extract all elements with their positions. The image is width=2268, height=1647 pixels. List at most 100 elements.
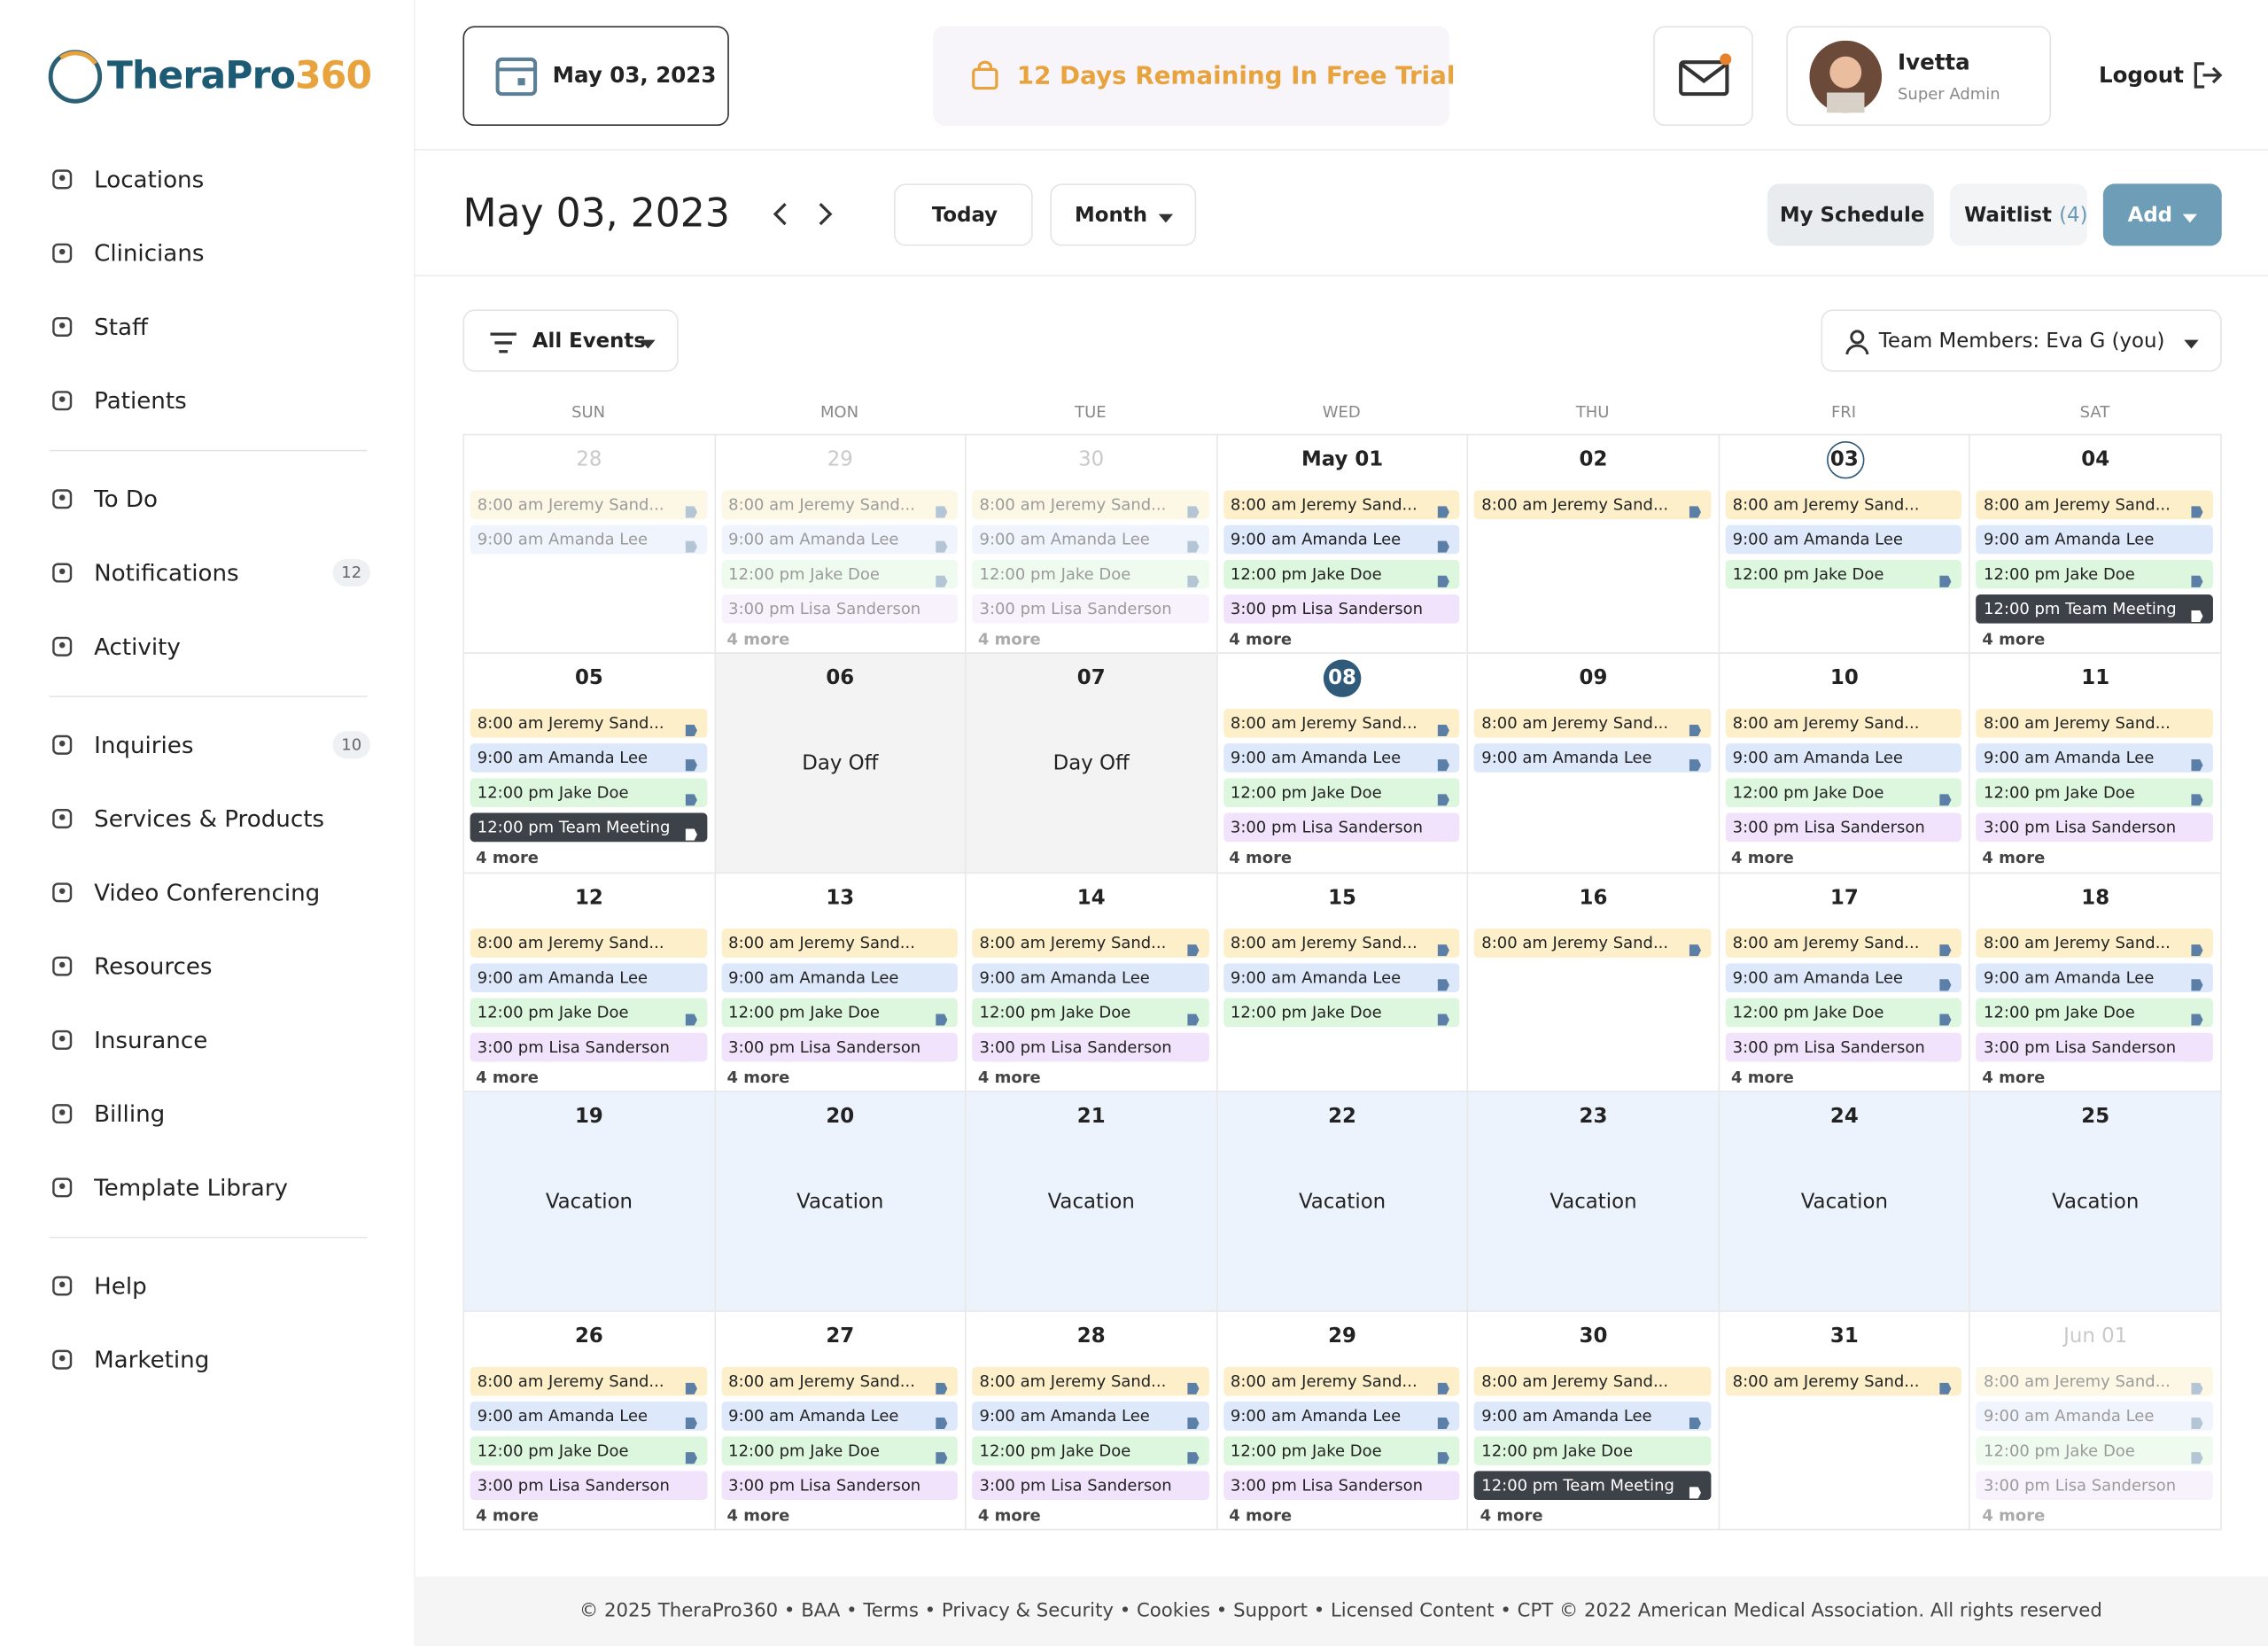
event[interactable]: 8:00 am Jeremy Sand... (1223, 1366, 1460, 1395)
day-cell[interactable]: 29 8:00 am Jeremy Sand... 9:00 am Amanda L… (713, 433, 967, 655)
nav-item[interactable]: Resources (41, 943, 377, 989)
event[interactable]: 8:00 am Jeremy Sand... (1725, 1366, 1962, 1395)
day-cell[interactable]: 31 8:00 am Jeremy Sand... (1718, 1309, 1971, 1531)
day-cell[interactable]: 11 8:00 am Jeremy Sand... 9:00 am Amanda L… (1969, 652, 2222, 874)
event[interactable]: 12:00 pm Jake Doe (1223, 998, 1460, 1027)
day-cell[interactable]: 06 Day Off (713, 652, 967, 874)
nav-item[interactable]: Template Library (41, 1164, 377, 1210)
event[interactable]: 8:00 am Jeremy Sand... (470, 709, 707, 739)
nav-item[interactable]: Staff (41, 304, 377, 350)
day-cell[interactable]: 21 Vacation (965, 1091, 1218, 1312)
event[interactable]: 9:00 am Amanda Lee (972, 963, 1209, 992)
event[interactable]: 3:00 pm Lisa Sanderson (470, 1032, 707, 1062)
team-select[interactable]: Team Members: Eva G (you) (1821, 309, 2222, 372)
event[interactable]: 12:00 pm Jake Doe (1976, 998, 2213, 1027)
date-picker[interactable]: May 03, 2023 (462, 26, 729, 127)
event[interactable]: 3:00 pm Lisa Sanderson (1725, 1032, 1962, 1062)
event[interactable]: 8:00 am Jeremy Sand... (972, 1366, 1209, 1395)
event[interactable]: 8:00 am Jeremy Sand... (1976, 928, 2213, 958)
event[interactable]: 12:00 pm Jake Doe (470, 998, 707, 1027)
event[interactable]: 9:00 am Amanda Lee (1223, 743, 1460, 773)
event[interactable]: 8:00 am Jeremy Sand... (1223, 490, 1460, 520)
day-cell[interactable]: 18 8:00 am Jeremy Sand... 9:00 am Amanda L… (1969, 872, 2222, 1092)
event[interactable]: 9:00 am Amanda Lee (1223, 963, 1460, 992)
more-link[interactable]: 4 more (1982, 1505, 2046, 1525)
day-cell[interactable]: 28 8:00 am Jeremy Sand... 9:00 am Amanda L… (462, 433, 716, 655)
nav-item[interactable]: Video Conferencing (41, 869, 377, 915)
more-link[interactable]: 4 more (977, 1505, 1041, 1525)
day-cell[interactable]: 30 8:00 am Jeremy Sand... 9:00 am Amanda L… (965, 433, 1218, 655)
prev-button[interactable] (766, 199, 796, 229)
event[interactable]: 8:00 am Jeremy Sand... (1725, 928, 1962, 958)
event[interactable]: 12:00 pm Team Meeting (1474, 1470, 1712, 1500)
event[interactable]: 12:00 pm Jake Doe (1976, 1435, 2213, 1465)
nav-item[interactable]: Insurance (41, 1017, 377, 1063)
more-link[interactable]: 4 more (476, 1068, 539, 1087)
more-link[interactable]: 4 more (1982, 849, 2046, 868)
event[interactable]: 8:00 am Jeremy Sand... (1474, 490, 1712, 520)
day-cell[interactable]: 07 Day Off (965, 652, 1218, 874)
event[interactable]: 9:00 am Amanda Lee (972, 524, 1209, 555)
event[interactable]: 9:00 am Amanda Lee (470, 743, 707, 773)
day-cell[interactable]: 30 8:00 am Jeremy Sand... 9:00 am Amanda L… (1466, 1309, 1720, 1531)
nav-item[interactable]: To Do (41, 476, 377, 522)
nav-item[interactable]: Activity (41, 624, 377, 670)
event[interactable]: 12:00 pm Team Meeting (1976, 594, 2213, 624)
next-button[interactable] (810, 199, 839, 229)
nav-item[interactable]: Notifications 12 (41, 549, 377, 595)
day-cell[interactable]: 22 Vacation (1216, 1091, 1469, 1312)
more-link[interactable]: 4 more (977, 1068, 1041, 1087)
day-cell[interactable]: 24 Vacation (1718, 1091, 1971, 1312)
day-cell[interactable]: 16 8:00 am Jeremy Sand... (1466, 872, 1720, 1092)
event[interactable]: 9:00 am Amanda Lee (1976, 1401, 2213, 1431)
day-cell[interactable]: 25 Vacation (1969, 1091, 2222, 1312)
nav-item[interactable]: Clinicians (41, 230, 377, 276)
event[interactable]: 12:00 pm Jake Doe (470, 779, 707, 808)
event[interactable]: 8:00 am Jeremy Sand... (972, 928, 1209, 958)
event[interactable]: 9:00 am Amanda Lee (1725, 963, 1962, 992)
event[interactable]: 12:00 pm Jake Doe (972, 559, 1209, 589)
event[interactable]: 12:00 pm Jake Doe (1223, 779, 1460, 808)
event[interactable]: 8:00 am Jeremy Sand... (1725, 490, 1962, 520)
event[interactable]: 8:00 am Jeremy Sand... (720, 1366, 959, 1395)
event[interactable]: 8:00 am Jeremy Sand... (720, 928, 959, 958)
nav-item[interactable]: Patients (41, 377, 377, 423)
event[interactable]: 9:00 am Amanda Lee (720, 1401, 959, 1431)
more-link[interactable]: 4 more (1480, 1505, 1543, 1525)
event[interactable]: 3:00 pm Lisa Sanderson (972, 1032, 1209, 1062)
day-cell[interactable]: 13 8:00 am Jeremy Sand... 9:00 am Amanda L… (713, 872, 967, 1092)
day-cell[interactable]: 23 Vacation (1466, 1091, 1720, 1312)
add-button[interactable]: Add (2102, 183, 2222, 246)
day-cell[interactable]: 08 8:00 am Jeremy Sand... 9:00 am Amanda L… (1216, 652, 1469, 874)
event[interactable]: 3:00 pm Lisa Sanderson (470, 1470, 707, 1500)
event[interactable]: 8:00 am Jeremy Sand... (1725, 709, 1962, 739)
event[interactable]: 12:00 pm Jake Doe (1474, 1435, 1712, 1465)
event[interactable]: 12:00 pm Jake Doe (972, 1435, 1209, 1465)
event[interactable]: 8:00 am Jeremy Sand... (470, 928, 707, 958)
event[interactable]: 9:00 am Amanda Lee (1223, 524, 1460, 555)
more-link[interactable]: 4 more (1731, 849, 1794, 868)
filter-select[interactable]: All Events (462, 309, 679, 372)
event[interactable]: 9:00 am Amanda Lee (1725, 524, 1962, 555)
day-cell[interactable]: 04 8:00 am Jeremy Sand... 9:00 am Amanda L… (1969, 433, 2222, 655)
day-cell[interactable]: 26 8:00 am Jeremy Sand... 9:00 am Amanda L… (462, 1309, 716, 1531)
event[interactable]: 9:00 am Amanda Lee (470, 1401, 707, 1431)
event[interactable]: 12:00 pm Jake Doe (720, 998, 959, 1027)
event[interactable]: 9:00 am Amanda Lee (1976, 524, 2213, 555)
event[interactable]: 12:00 pm Jake Doe (1725, 559, 1962, 589)
more-link[interactable]: 4 more (726, 1505, 790, 1525)
event[interactable]: 3:00 pm Lisa Sanderson (1976, 813, 2213, 843)
nav-item[interactable]: Marketing (41, 1337, 377, 1383)
event[interactable]: 3:00 pm Lisa Sanderson (1223, 813, 1460, 843)
event[interactable]: 8:00 am Jeremy Sand... (1474, 928, 1712, 958)
event[interactable]: 12:00 pm Jake Doe (470, 1435, 707, 1465)
more-link[interactable]: 4 more (977, 630, 1041, 649)
day-cell[interactable]: 27 8:00 am Jeremy Sand... 9:00 am Amanda L… (713, 1309, 967, 1531)
day-cell[interactable]: 09 8:00 am Jeremy Sand... 9:00 am Amanda L… (1466, 652, 1720, 874)
event[interactable]: 8:00 am Jeremy Sand... (1976, 490, 2213, 520)
waitlist-button[interactable]: Waitlist (4) (1949, 183, 2088, 246)
nav-item[interactable]: Help (41, 1262, 377, 1309)
event[interactable]: 3:00 pm Lisa Sanderson (1976, 1032, 2213, 1062)
event[interactable]: 8:00 am Jeremy Sand... (1474, 1366, 1712, 1395)
event[interactable]: 8:00 am Jeremy Sand... (1976, 709, 2213, 739)
